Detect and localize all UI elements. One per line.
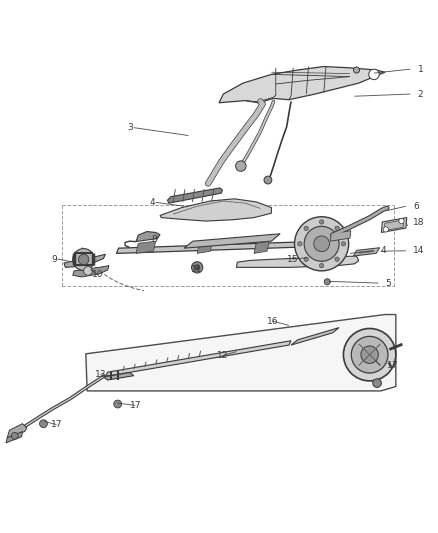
Circle shape [324, 279, 330, 285]
Text: 18: 18 [413, 219, 425, 228]
Circle shape [294, 217, 349, 271]
Text: 17: 17 [51, 420, 62, 429]
Polygon shape [7, 424, 27, 438]
Polygon shape [219, 67, 385, 103]
Polygon shape [64, 254, 106, 268]
Circle shape [361, 346, 378, 364]
Polygon shape [291, 328, 339, 345]
Circle shape [335, 226, 339, 231]
Circle shape [343, 328, 396, 381]
Circle shape [304, 227, 339, 261]
Circle shape [335, 257, 339, 261]
Text: 16: 16 [267, 317, 279, 326]
Polygon shape [184, 234, 280, 248]
Polygon shape [160, 199, 272, 221]
Circle shape [191, 262, 203, 273]
Text: 5: 5 [385, 279, 391, 288]
Circle shape [304, 226, 308, 231]
Polygon shape [106, 341, 291, 376]
Text: 11: 11 [191, 264, 202, 273]
Polygon shape [353, 248, 380, 256]
Circle shape [78, 254, 89, 265]
Polygon shape [117, 240, 348, 253]
Text: 4: 4 [381, 246, 386, 255]
Circle shape [353, 67, 360, 73]
Circle shape [39, 420, 47, 427]
Circle shape [383, 227, 389, 232]
Polygon shape [237, 256, 359, 268]
Polygon shape [197, 241, 212, 253]
Text: 12: 12 [217, 351, 228, 360]
Circle shape [84, 266, 92, 275]
Text: 17: 17 [387, 361, 399, 370]
Text: 10: 10 [92, 270, 104, 279]
Circle shape [369, 69, 379, 79]
Text: 1: 1 [418, 64, 424, 74]
Polygon shape [330, 231, 351, 241]
Circle shape [264, 176, 272, 184]
Circle shape [304, 257, 308, 261]
Polygon shape [384, 220, 404, 231]
Text: 13: 13 [95, 370, 106, 379]
Circle shape [314, 236, 329, 252]
Text: 3: 3 [127, 123, 133, 132]
Polygon shape [136, 231, 160, 241]
Text: 2: 2 [418, 90, 423, 99]
Circle shape [236, 161, 246, 171]
Text: 4: 4 [149, 198, 155, 207]
Circle shape [73, 248, 95, 270]
Circle shape [319, 263, 324, 268]
Circle shape [351, 336, 388, 373]
Text: 14: 14 [413, 246, 425, 255]
Text: 6: 6 [413, 202, 419, 211]
Polygon shape [254, 241, 269, 253]
Polygon shape [6, 432, 22, 443]
Circle shape [319, 220, 324, 224]
Text: 9: 9 [51, 255, 57, 264]
Polygon shape [167, 188, 223, 203]
Circle shape [341, 241, 346, 246]
Polygon shape [73, 265, 109, 277]
Text: 8: 8 [151, 235, 157, 244]
Circle shape [399, 219, 404, 224]
Circle shape [373, 379, 381, 387]
Circle shape [11, 432, 18, 439]
Circle shape [297, 241, 302, 246]
Text: 17: 17 [130, 401, 141, 410]
Polygon shape [136, 241, 155, 253]
Text: 15: 15 [287, 255, 298, 264]
Polygon shape [86, 314, 396, 391]
Polygon shape [103, 373, 134, 380]
Circle shape [194, 265, 200, 270]
Circle shape [114, 400, 122, 408]
Polygon shape [381, 217, 407, 232]
